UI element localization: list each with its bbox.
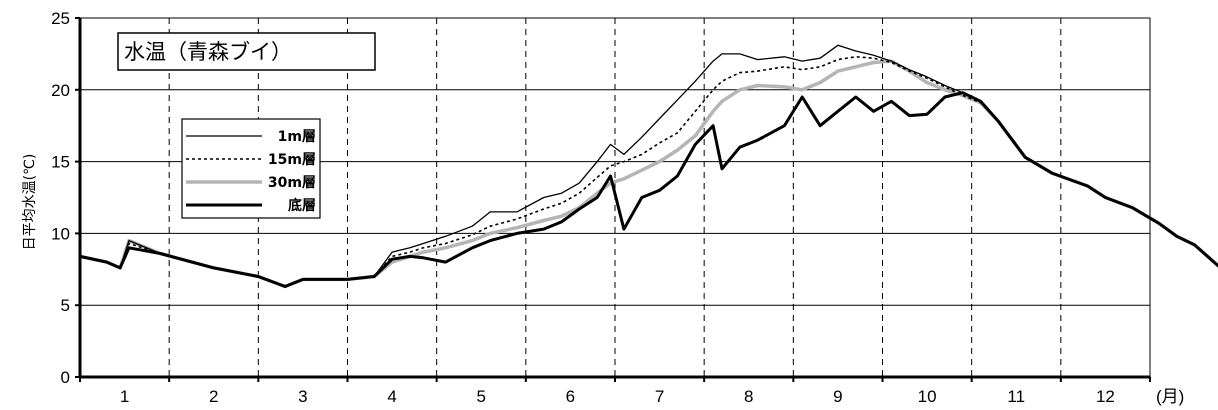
x-tick-label-8: 8: [744, 387, 753, 406]
x-tick-label-3: 3: [298, 387, 307, 406]
legend-label-1: 1m層: [278, 129, 316, 145]
x-tick-label-1: 1: [120, 387, 129, 406]
legend-label-3: 30m層: [268, 175, 316, 191]
y-tick-labels: 0 5 10 15 20 25: [51, 9, 70, 387]
x-tick-label-9: 9: [833, 387, 842, 406]
series-lines: [79, 44, 1218, 289]
x-tick-label-12: 12: [1096, 387, 1115, 406]
series-line-4: [79, 91, 1218, 288]
y-tick-label-20: 20: [51, 81, 70, 100]
x-tick-label-5: 5: [477, 387, 486, 406]
y-tick-label-15: 15: [51, 153, 70, 172]
x-tick-label-6: 6: [566, 387, 575, 406]
y-tick-label-25: 25: [51, 9, 70, 28]
y-tick-label-0: 0: [61, 368, 70, 387]
x-tick-label-10: 10: [918, 387, 937, 406]
x-tick-label-4: 4: [387, 387, 396, 406]
chart-title: 水温（青森ブイ）: [124, 40, 292, 64]
x-tick-label-7: 7: [655, 387, 664, 406]
x-tick-labels: 1 2 3 4 5 6 7 8 9 10 11 12: [120, 387, 1115, 406]
title-box: 水温（青森ブイ）: [117, 32, 376, 71]
y-axis-label: 日平均水温(℃): [22, 154, 38, 251]
legend-label-4: 底層: [288, 197, 316, 214]
axes: [75, 17, 1151, 382]
legend-label-2: 15m層: [268, 152, 316, 168]
x-tick-label-11: 11: [1007, 387, 1025, 406]
y-tick-label-5: 5: [61, 296, 70, 315]
y-tick-label-10: 10: [51, 224, 70, 243]
x-axis-unit: (月): [1156, 387, 1184, 406]
x-tick-label-2: 2: [209, 387, 218, 406]
